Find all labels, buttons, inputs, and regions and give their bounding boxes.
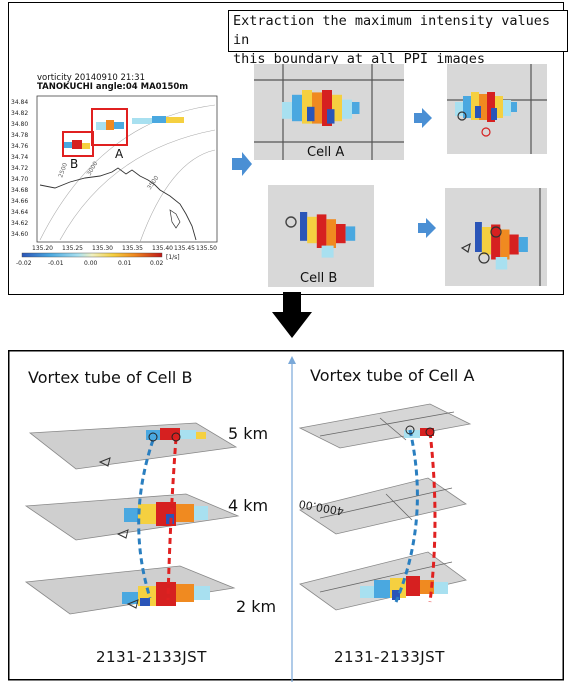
- time-range-right: 2131-2133JST: [334, 648, 445, 666]
- cell-a-vortex-title: Vortex tube of Cell A: [310, 366, 475, 385]
- cell-b-zoom: Cell B: [268, 185, 374, 287]
- ppi-echo: [72, 140, 82, 149]
- triangle-marker-icon: [460, 242, 471, 253]
- ppi-echo: [64, 142, 72, 148]
- right-arrow-icon: [232, 152, 252, 176]
- cell-a-box: [91, 108, 128, 146]
- ppi-map: 2500 3000 3500 A B: [36, 95, 218, 243]
- plane-5km: [28, 422, 238, 470]
- lat-tick: 34.68: [11, 187, 28, 194]
- colorbar-tick: 0.00: [84, 260, 98, 267]
- colorbar-unit: [1/s]: [166, 254, 180, 261]
- negative-vortex-tube: [137, 439, 155, 599]
- ppi-echo: [114, 122, 124, 129]
- lat-tick: 34.78: [11, 132, 28, 139]
- center-marker-icon: [478, 252, 490, 264]
- cell-b-box: [62, 131, 94, 157]
- lat-tick: 34.72: [11, 165, 28, 172]
- positive-vortex-tube: [428, 431, 437, 603]
- lat-tick: 34.74: [11, 154, 28, 161]
- island-outline: [169, 209, 181, 229]
- ppi-lon-axis: 135.20 135.25 135.30 135.35 135.40 135.4…: [32, 245, 217, 252]
- range-ring: [39, 104, 216, 241]
- ppi-echo: [132, 118, 152, 124]
- plane-5km: [298, 403, 472, 449]
- lat-tick: 34.82: [11, 110, 28, 117]
- lat-tick: 34.76: [11, 143, 28, 150]
- cell-a-zoom: Cell A: [254, 64, 404, 160]
- ppi-echo: [106, 120, 114, 130]
- center-marker-icon: [457, 111, 467, 121]
- lon-tick: 135.50: [196, 245, 217, 252]
- callout-line-2: this boundary at all PPI images: [233, 51, 485, 67]
- colorbar-tick: 0.02: [150, 260, 164, 267]
- vortex-panel: [8, 350, 564, 681]
- box-b-label: B: [70, 157, 78, 171]
- lat-tick: 34.80: [11, 121, 28, 128]
- range-ring: [59, 129, 216, 241]
- center-marker-icon: [285, 216, 297, 228]
- ppi-echo: [82, 143, 90, 149]
- divider-arrowhead-icon: [288, 356, 296, 364]
- lon-tick: 135.40: [152, 245, 173, 252]
- coastline: [39, 167, 197, 241]
- lon-tick: 135.30: [92, 245, 113, 252]
- ppi-lat-axis: 34.84 34.82 34.80 34.78 34.76 34.74 34.7…: [11, 99, 28, 238]
- callout-line-1: Extraction the maximum intensity values …: [233, 13, 550, 48]
- negative-vortex-tube: [394, 429, 419, 603]
- lat-tick: 34.64: [11, 209, 28, 216]
- level-label-5km: 5 km: [228, 424, 269, 443]
- cell-b-label: Cell B: [300, 271, 337, 286]
- center-marker-icon: [490, 226, 502, 238]
- ppi-echo: [166, 117, 184, 123]
- lon-tick: 135.35: [122, 245, 143, 252]
- cell-a-extracted: [447, 64, 547, 154]
- extraction-callout: Extraction the maximum intensity values …: [228, 10, 568, 67]
- range-ring: [139, 149, 216, 243]
- lat-tick: 34.84: [11, 99, 28, 106]
- lat-tick: 34.60: [11, 231, 28, 238]
- level-label-2km: 2 km: [236, 597, 277, 616]
- right-arrow-icon: [418, 218, 436, 238]
- time-range-left: 2131-2133JST: [96, 648, 207, 666]
- ppi-title: vorticity 20140910 21:31 TANOKUCHI angle…: [37, 74, 188, 92]
- cell-b-vortex-stack: [24, 422, 240, 615]
- cell-a-label: Cell A: [307, 145, 344, 160]
- plane-2km: [24, 565, 236, 615]
- down-arrow-icon: [272, 292, 312, 338]
- right-arrow-icon: [414, 108, 432, 128]
- plane-4km: [299, 477, 467, 535]
- level-label-4km: 4 km: [228, 496, 269, 515]
- ppi-colorbar: -0.02 -0.01 0.00 0.01 0.02 [1/s]: [16, 252, 180, 267]
- ppi-echo: [152, 116, 166, 123]
- box-a-label: A: [115, 147, 124, 161]
- center-marker-icon: [481, 127, 491, 137]
- lon-tick: 135.20: [32, 245, 53, 252]
- lat-tick: 34.66: [11, 198, 28, 205]
- ppi-echo: [96, 122, 106, 130]
- lat-tick: 34.70: [11, 176, 28, 183]
- cell-b-extracted: [445, 188, 547, 286]
- positive-vortex-tube: [166, 437, 178, 601]
- range-label: 4000.00: [298, 497, 345, 518]
- colorbar-tick: -0.02: [16, 260, 32, 267]
- ring-label: 2500: [57, 162, 69, 179]
- colorbar-gradient: [21, 252, 163, 258]
- cell-a-vortex-stack: 4000.00: [298, 403, 472, 611]
- ppi-title-line-2: TANOKUCHI angle:04 MA0150m: [37, 82, 189, 92]
- lon-tick: 135.25: [62, 245, 83, 252]
- colorbar-tick: -0.01: [48, 260, 64, 267]
- lat-tick: 34.62: [11, 220, 28, 227]
- ppi-title-line-1: vorticity 20140910 21:31: [37, 73, 145, 83]
- lon-tick: 135.45: [174, 245, 195, 252]
- colorbar-tick: 0.01: [118, 260, 132, 267]
- cell-b-vortex-title: Vortex tube of Cell B: [28, 368, 193, 387]
